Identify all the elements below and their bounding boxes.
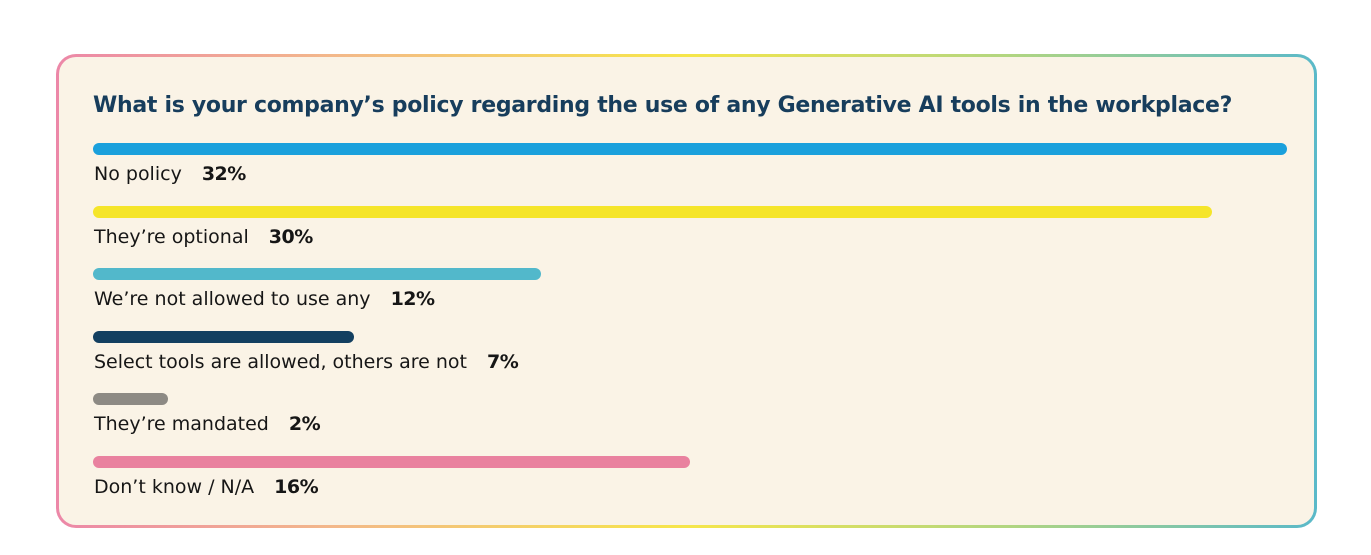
category-label: They’re mandated	[94, 413, 269, 435]
bar	[93, 393, 168, 405]
bar-label: We’re not allowed to use any 12%	[94, 288, 435, 310]
bar	[93, 143, 1287, 155]
bar	[93, 205, 1213, 218]
bar-row: We’re not allowed to use any 12%	[93, 268, 1287, 318]
value-label: 2%	[288, 413, 321, 435]
bar-row: They’re mandated 2%	[93, 393, 1287, 443]
bar-row: Don’t know / N/A 16%	[93, 455, 1287, 506]
value-label: 7%	[486, 350, 519, 373]
bar-row: No policy 32%	[93, 143, 1287, 193]
chart-title: What is your company’s policy regarding …	[93, 93, 1233, 118]
value-label: 32%	[201, 163, 246, 185]
category-label: No policy	[94, 163, 182, 185]
bar-label: No policy 32%	[94, 163, 246, 185]
value-label: 12%	[390, 288, 435, 310]
bar	[93, 268, 541, 280]
bar	[93, 455, 690, 468]
bar-row: Select tools are allowed, others are not…	[93, 330, 1287, 381]
category-label: Select tools are allowed, others are not	[94, 350, 467, 373]
bar-label: Don’t know / N/A 16%	[94, 475, 319, 498]
bar-label: Select tools are allowed, others are not…	[94, 350, 519, 373]
value-label: 16%	[274, 475, 319, 498]
bar-label: They’re mandated 2%	[94, 413, 321, 435]
bar-row: They’re optional 30%	[93, 205, 1287, 256]
category-label: We’re not allowed to use any	[94, 288, 371, 310]
chart-card-border: What is your company’s policy regarding …	[56, 54, 1317, 528]
chart-card: What is your company’s policy regarding …	[59, 57, 1314, 525]
category-label: They’re optional	[94, 225, 249, 248]
category-label: Don’t know / N/A	[94, 475, 255, 498]
bar-label: They’re optional 30%	[94, 226, 313, 248]
value-label: 30%	[268, 225, 313, 248]
bar	[93, 330, 355, 343]
